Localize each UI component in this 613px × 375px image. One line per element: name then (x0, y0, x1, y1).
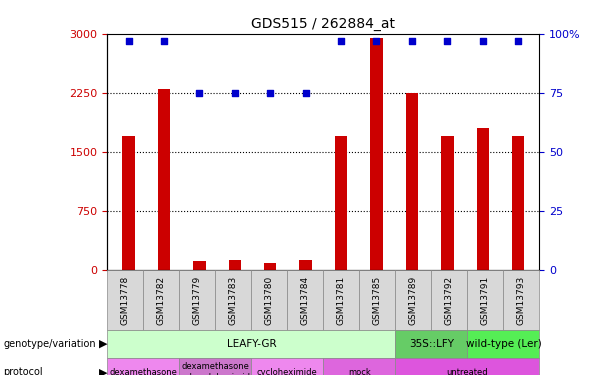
Bar (406, 93, 418, 270)
Bar (193, 261, 205, 270)
Text: GSM13778: GSM13778 (121, 275, 130, 325)
Bar (441, 136, 454, 270)
Text: GSM13781: GSM13781 (337, 275, 346, 325)
Text: GSM13784: GSM13784 (301, 275, 310, 324)
Point (124, 38, 134, 44)
Point (230, 90, 240, 96)
Point (265, 90, 275, 96)
Text: GSM13779: GSM13779 (193, 275, 202, 325)
Point (336, 38, 346, 44)
Bar (123, 136, 135, 270)
Text: GSM13792: GSM13792 (445, 275, 454, 324)
Point (513, 38, 523, 44)
Point (407, 38, 417, 44)
Text: GSM13789: GSM13789 (409, 275, 418, 325)
Point (478, 38, 488, 44)
Text: dexamethasone: dexamethasone (109, 368, 177, 375)
Bar (476, 128, 489, 270)
Text: GSM13782: GSM13782 (157, 275, 166, 324)
Text: GSM13791: GSM13791 (481, 275, 490, 325)
Bar (370, 38, 383, 270)
Point (159, 38, 169, 44)
Text: protocol: protocol (3, 367, 43, 375)
Text: LEAFY-GR: LEAFY-GR (227, 339, 276, 349)
Text: GSM13785: GSM13785 (373, 275, 382, 325)
Text: untreated: untreated (447, 368, 488, 375)
Text: dexamethasone
and cycloheximide: dexamethasone and cycloheximide (176, 363, 255, 375)
Text: genotype/variation: genotype/variation (3, 339, 96, 349)
Title: GDS515 / 262884_at: GDS515 / 262884_at (251, 17, 395, 32)
Text: GSM13793: GSM13793 (517, 275, 526, 325)
Point (371, 38, 381, 44)
Bar (299, 260, 312, 270)
Text: GSM13783: GSM13783 (229, 275, 238, 325)
Text: mock: mock (348, 368, 371, 375)
Point (194, 90, 204, 96)
Text: 35S::LFY: 35S::LFY (409, 339, 454, 349)
Text: GSM13780: GSM13780 (265, 275, 274, 325)
Point (443, 38, 452, 44)
Bar (512, 136, 524, 270)
Text: cycloheximide: cycloheximide (257, 368, 318, 375)
Bar (158, 89, 170, 270)
Bar (335, 136, 348, 270)
Text: ▶: ▶ (99, 339, 107, 349)
Bar (264, 263, 276, 270)
Text: wild-type (Ler): wild-type (Ler) (465, 339, 541, 349)
Point (301, 90, 311, 96)
Bar (229, 260, 241, 270)
Text: ▶: ▶ (99, 367, 107, 375)
